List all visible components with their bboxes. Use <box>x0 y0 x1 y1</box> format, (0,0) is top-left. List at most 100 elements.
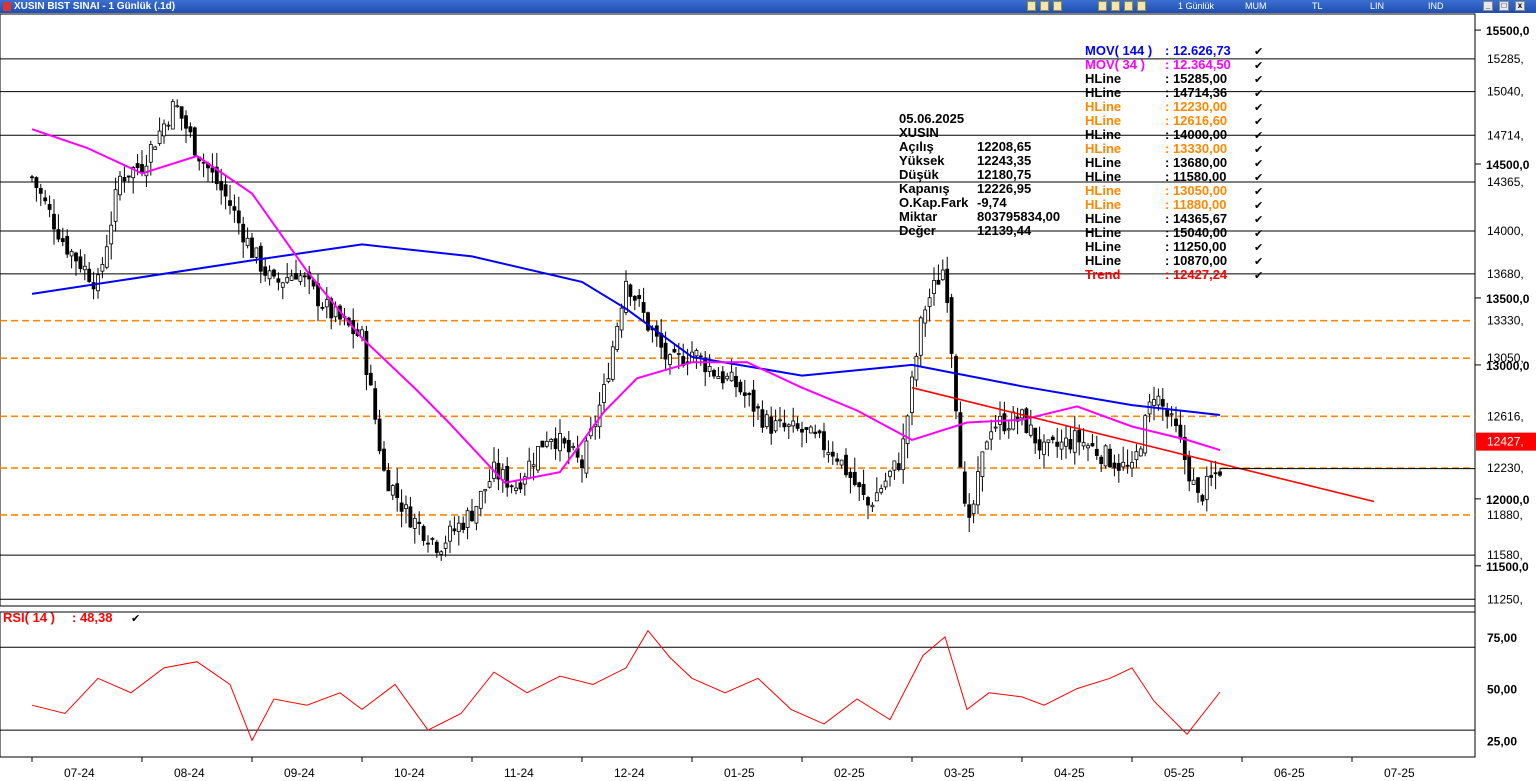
x-tick-label: 07-25 <box>1384 766 1415 780</box>
candle-body <box>707 366 712 372</box>
candle-body <box>1042 441 1046 455</box>
candle-body <box>364 330 369 375</box>
candle-body <box>1218 471 1222 476</box>
candle-body <box>60 238 65 243</box>
drawing-tool-icon[interactable] <box>1053 1 1062 11</box>
x-tick-label: 05-25 <box>1164 766 1195 780</box>
candle-body <box>443 542 448 549</box>
candle-body <box>228 200 232 206</box>
candle-body <box>1002 413 1007 432</box>
candle-body <box>742 392 747 396</box>
title-bar: XUSIN BIST SINAI - 1 Günlük (.1d) 1 Günl… <box>0 0 1536 13</box>
candle-body <box>118 175 122 196</box>
rsi-tick-label: 25,00 <box>1487 734 1517 748</box>
candle-body <box>188 126 193 133</box>
y-tick-label: 13500,0 <box>1486 292 1530 306</box>
candle-body <box>1152 399 1156 406</box>
candle-body <box>377 418 382 452</box>
candle-body <box>641 302 646 313</box>
indicator-tool-icon[interactable] <box>1040 1 1049 11</box>
candle-body <box>1112 462 1117 469</box>
candle-body <box>993 426 998 429</box>
candle-body <box>786 424 791 427</box>
x-tick-label: 08-24 <box>174 766 205 780</box>
candle-body <box>399 502 404 512</box>
candle-body <box>866 497 870 506</box>
candle-body <box>1174 418 1178 426</box>
candle-body <box>962 471 967 504</box>
zoom-tool-icon[interactable] <box>1098 1 1107 11</box>
candle-body <box>703 357 708 373</box>
candle-body <box>1006 428 1011 431</box>
hline-value-label: 12230, <box>1487 461 1524 475</box>
candle-body <box>1024 408 1029 433</box>
chart-tool-icon[interactable] <box>1027 1 1036 11</box>
candle-body <box>241 223 246 243</box>
candle-body <box>672 349 677 353</box>
candle-body <box>663 342 668 360</box>
x-tick-label: 10-24 <box>394 766 425 780</box>
y-tick-label: 15500,0 <box>1486 24 1530 38</box>
candle-body <box>522 476 527 485</box>
toolbar-chart-type[interactable]: MUM <box>1245 1 1267 11</box>
candle-body <box>1055 441 1060 447</box>
x-tick-label: 12-24 <box>614 766 645 780</box>
candle-body <box>430 538 435 540</box>
candle-body <box>408 506 413 528</box>
candle-body <box>153 146 158 150</box>
toolbar-currency[interactable]: TL <box>1312 1 1323 11</box>
candle-body <box>69 250 74 257</box>
toolbar-indicator[interactable]: IND <box>1428 1 1444 11</box>
y-tick-label: 11500,0 <box>1486 560 1529 574</box>
hline-value-label: 12616, <box>1487 409 1524 423</box>
candle-body <box>65 236 70 255</box>
hline-value-label: 14000, <box>1487 224 1524 238</box>
candle-body <box>1165 409 1170 417</box>
candle-body <box>619 307 624 331</box>
candle-body <box>958 412 963 468</box>
hline-value-label: 13050, <box>1487 351 1524 365</box>
hline-value-label: 11580, <box>1487 548 1523 562</box>
rsi-tick-label: 50,00 <box>1487 683 1517 697</box>
hline-value-tag <box>1476 547 1536 564</box>
candle-body <box>769 416 774 434</box>
candle-body <box>1196 477 1200 493</box>
candle-body <box>1156 395 1161 406</box>
candle-body <box>751 389 756 412</box>
maximize-button[interactable]: □ <box>1499 1 1509 11</box>
minimize-button[interactable]: _ <box>1483 1 1493 11</box>
x-tick-label: 07-24 <box>64 766 95 780</box>
candle-body <box>1209 475 1214 478</box>
candle-body <box>1143 415 1148 454</box>
candle-body <box>1213 472 1218 475</box>
candle-body <box>448 525 452 542</box>
candle-body <box>324 299 329 308</box>
candle-body <box>1072 430 1077 453</box>
cursor-tool-icon[interactable] <box>1111 1 1120 11</box>
candle-body <box>1046 439 1051 443</box>
toolbar-period[interactable]: 1 Günlük <box>1178 1 1215 11</box>
hline-value-label: 13330, <box>1487 314 1524 328</box>
close-button[interactable]: x <box>1515 1 1525 11</box>
candle-body <box>1121 461 1126 468</box>
candle-body <box>289 275 294 281</box>
candle-body <box>210 167 215 173</box>
toolbar-scale[interactable]: LIN <box>1370 1 1385 11</box>
settings-tool-icon[interactable] <box>1137 1 1146 11</box>
candle-body <box>910 376 914 413</box>
candle-body <box>1094 448 1099 456</box>
x-tick-label: 02-25 <box>834 766 865 780</box>
pencil-tool-icon[interactable] <box>1124 1 1133 11</box>
candle-body <box>971 503 976 515</box>
hline-value-label: 11880, <box>1487 508 1523 522</box>
candle-body <box>302 275 307 278</box>
hline-value-label: 13680, <box>1487 267 1524 281</box>
candle-body <box>1050 436 1055 441</box>
candle-body <box>580 459 584 469</box>
candle-body <box>254 247 259 258</box>
candle-body <box>496 462 501 480</box>
hline-value-label: 14365, <box>1487 175 1524 189</box>
candle-body <box>179 106 184 119</box>
candle-body <box>82 265 87 271</box>
